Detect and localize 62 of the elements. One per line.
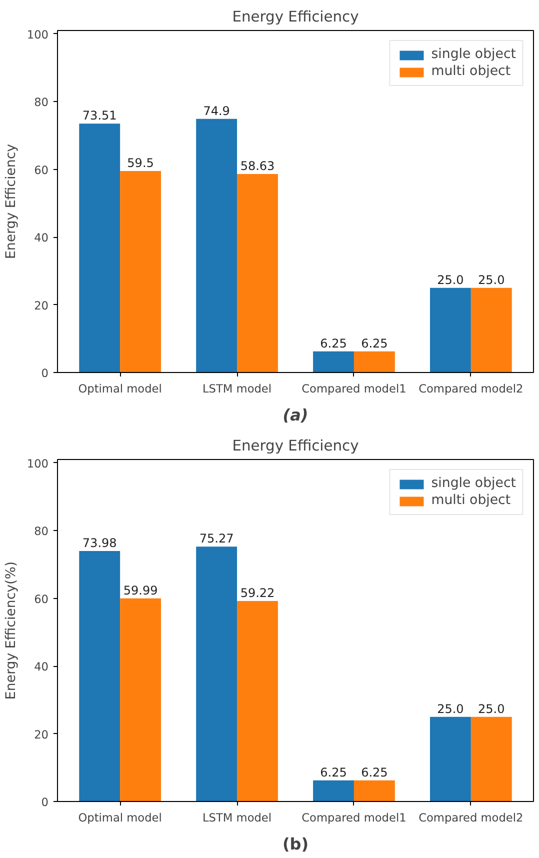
y-tick-label: 100 <box>26 456 49 470</box>
data-label: 59.22 <box>240 586 275 600</box>
data-label: 75.27 <box>199 532 234 546</box>
y-tick-label: 20 <box>34 727 49 742</box>
y-tick-label: 0 <box>41 366 49 380</box>
data-label: 25.0 <box>478 272 505 287</box>
y-tick-label: 40 <box>34 230 49 245</box>
data-label: 25.0 <box>478 702 505 716</box>
x-tick-label: Optimal model <box>78 382 162 396</box>
y-tick-label: 80 <box>34 524 49 538</box>
bar <box>237 600 278 802</box>
legend-label: multi object <box>431 64 511 79</box>
bar <box>79 550 120 802</box>
x-tick-label: Compared model2 <box>418 382 524 396</box>
data-label: 6.25 <box>361 765 388 780</box>
bar <box>470 716 512 802</box>
data-label: 73.51 <box>82 108 117 123</box>
bar <box>237 174 278 372</box>
data-label: 59.99 <box>123 583 158 598</box>
bar <box>354 780 395 802</box>
bar <box>196 546 238 802</box>
bar <box>313 780 354 802</box>
bar <box>79 124 120 372</box>
y-tick-label: 60 <box>34 162 49 177</box>
bar <box>470 288 512 372</box>
data-label: 6.25 <box>320 336 347 350</box>
y-tick-label: 20 <box>34 298 49 312</box>
bar <box>354 351 395 372</box>
y-tick-label: 0 <box>41 795 49 809</box>
y-axis-title: Energy Efficiency <box>4 144 19 260</box>
y-tick-label: 80 <box>34 95 49 110</box>
bar <box>120 171 162 372</box>
data-label: 73.98 <box>82 536 117 550</box>
y-tick-label: 40 <box>34 660 49 674</box>
x-tick-label: LSTM model <box>202 810 272 824</box>
text: (a) <box>282 406 308 424</box>
chart-title: Energy Efficiency <box>232 8 360 26</box>
x-tick-label: Optimal model <box>78 810 162 824</box>
data-label: 25.0 <box>437 702 464 716</box>
bar <box>313 351 354 372</box>
chart-title: Energy Efficiency <box>232 438 360 454</box>
data-label: 74.9 <box>203 104 230 118</box>
x-tick-label: Compared model1 <box>302 810 406 824</box>
data-label: 6.25 <box>361 336 388 350</box>
bar <box>430 288 471 372</box>
x-tick-label: LSTM model <box>202 382 272 396</box>
y-axis-title: Energy Efficiency(%) <box>4 561 19 700</box>
bar <box>196 118 238 372</box>
y-tick-label: 60 <box>34 592 49 606</box>
x-tick-label: Compared model2 <box>418 810 524 824</box>
text: (b) <box>282 834 309 854</box>
data-label: 58.63 <box>240 158 275 173</box>
data-label: 59.5 <box>127 156 154 170</box>
bar <box>120 598 162 802</box>
legend-label: single object <box>431 47 516 62</box>
data-label: 6.25 <box>320 765 347 780</box>
bar <box>430 716 471 802</box>
legend-label: single object <box>431 476 516 491</box>
data-label: 25.0 <box>437 272 464 287</box>
x-tick-label: Compared model1 <box>302 382 406 396</box>
legend-label: multi object <box>431 493 511 508</box>
y-tick-label: 100 <box>26 27 49 42</box>
